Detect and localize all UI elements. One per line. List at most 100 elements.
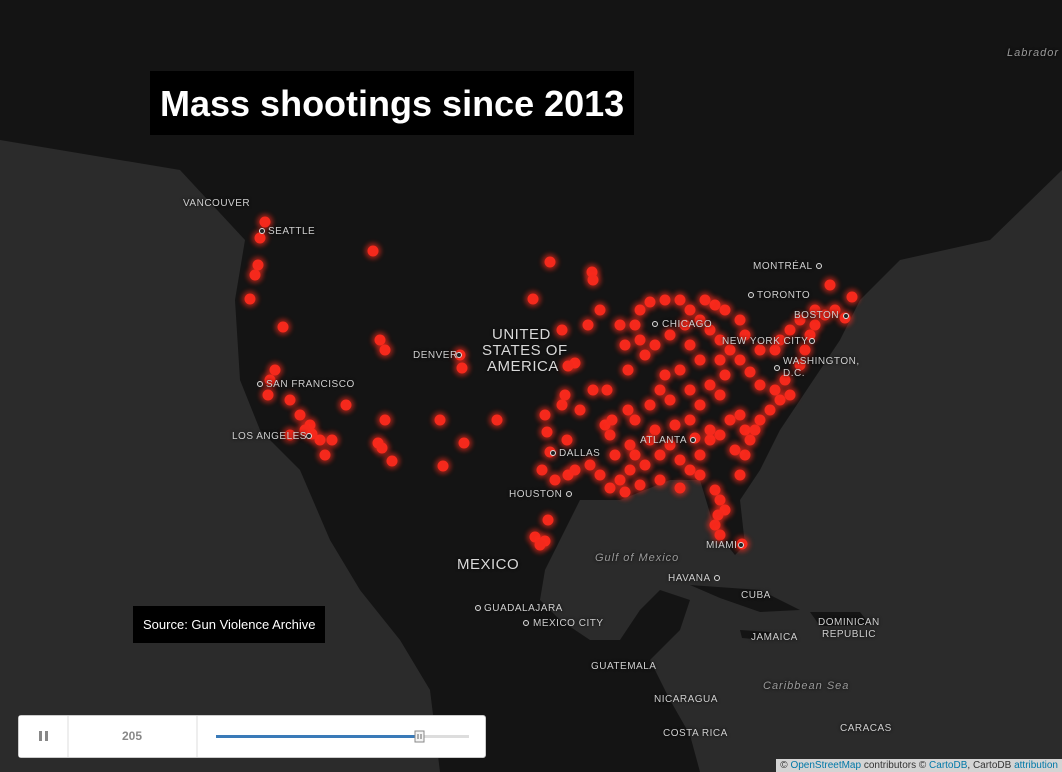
link[interactable]: attribution: [1014, 760, 1058, 771]
map-label: LOS ANGELES: [232, 431, 307, 442]
shooting-marker: [799, 344, 811, 356]
map-label: MEXICO CITY: [533, 618, 604, 629]
shooting-marker: [284, 429, 296, 441]
shooting-marker: [587, 384, 599, 396]
shooting-marker: [367, 245, 379, 257]
map-label: CHICAGO: [662, 319, 713, 330]
city-dot: [809, 338, 815, 344]
shooting-marker: [491, 414, 503, 426]
shooting-marker: [604, 482, 616, 494]
map-label: AMERICA: [487, 358, 559, 375]
shooting-marker: [729, 444, 741, 456]
shooting-marker: [659, 369, 671, 381]
map-label: DOMINICAN: [818, 617, 880, 628]
shooting-marker: [437, 460, 449, 472]
shooting-marker: [561, 434, 573, 446]
shooting-marker: [379, 344, 391, 356]
shooting-marker: [456, 362, 468, 374]
shooting-marker: [619, 339, 631, 351]
shooting-marker: [539, 409, 551, 421]
shooting-marker: [784, 324, 796, 336]
shooting-marker: [634, 304, 646, 316]
shooting-marker: [622, 364, 634, 376]
shooting-marker: [694, 354, 706, 366]
shooting-marker: [654, 384, 666, 396]
slider-handle[interactable]: [414, 730, 425, 743]
shooting-marker: [829, 304, 841, 316]
shooting-marker: [809, 304, 821, 316]
shooting-marker: [694, 399, 706, 411]
shooting-marker: [694, 449, 706, 461]
link[interactable]: CartoDB: [929, 760, 968, 771]
shooting-marker: [684, 339, 696, 351]
source: Source: Gun Violence Archive: [133, 606, 326, 643]
shooting-marker: [674, 454, 686, 466]
shooting-marker: [704, 324, 716, 336]
shooting-marker: [664, 329, 676, 341]
shooting-marker: [434, 414, 446, 426]
text: , CartoDB: [967, 760, 1012, 771]
pause-button[interactable]: [19, 716, 68, 757]
city-dot: [816, 263, 822, 269]
shooting-marker: [634, 479, 646, 491]
city-dot: [259, 228, 265, 234]
shooting-marker: [784, 389, 796, 401]
shooting-marker: [714, 354, 726, 366]
map-label: GUADALAJARA: [484, 603, 563, 614]
map-label: SEATTLE: [268, 226, 316, 237]
shooting-marker: [724, 344, 736, 356]
shooting-marker: [254, 232, 266, 244]
map-label: D.C.: [783, 368, 805, 379]
map-label: DENVER: [413, 350, 458, 361]
shooting-marker: [809, 319, 821, 331]
map-label: VANCOUVER: [183, 198, 251, 209]
player: 205: [18, 715, 486, 758]
shooting-marker: [277, 321, 289, 333]
shooting-marker: [549, 474, 561, 486]
shooting-marker: [714, 529, 726, 541]
map-label: STATES OF: [482, 342, 568, 359]
map-label: CARACAS: [840, 723, 892, 734]
shooting-marker: [584, 459, 596, 471]
map-label: HAVANA: [668, 573, 711, 584]
map-label: UNITED: [492, 326, 551, 343]
shooting-marker: [734, 469, 746, 481]
map-label: MONTRÉAL: [753, 261, 813, 272]
city-dot: [523, 620, 529, 626]
shooting-marker: [769, 384, 781, 396]
shooting-marker: [614, 319, 626, 331]
shooting-marker: [664, 439, 676, 451]
map-label: MEXICO: [457, 556, 520, 573]
city-dot: [738, 542, 744, 548]
shooting-marker: [694, 314, 706, 326]
shooting-marker: [379, 414, 391, 426]
shooting-marker: [794, 314, 806, 326]
city-dot: [748, 292, 754, 298]
shooting-marker: [764, 404, 776, 416]
city-dot: [456, 352, 462, 358]
shooting-marker: [769, 344, 781, 356]
shooting-marker: [269, 364, 281, 376]
attribution: © OpenStreetMap contributors © CartoDB, …: [776, 759, 1062, 772]
shooting-marker: [262, 389, 274, 401]
map-label: ATLANTA: [640, 435, 688, 446]
map-label: Caribbean Sea: [763, 680, 850, 692]
player-controls: 205: [19, 716, 469, 757]
shooting-marker: [694, 469, 706, 481]
shooting-marker: [284, 394, 296, 406]
shooting-marker: [846, 291, 858, 303]
shooting-marker: [734, 314, 746, 326]
map-label: NEW YORK CITY: [722, 336, 809, 347]
link[interactable]: OpenStreetMap: [790, 760, 862, 771]
shooting-marker: [622, 404, 634, 416]
shooting-marker: [824, 279, 836, 291]
shooting-marker: [562, 360, 574, 372]
shooting-marker: [629, 319, 641, 331]
shooting-marker: [629, 414, 641, 426]
shooting-marker: [719, 369, 731, 381]
shooting-marker: [614, 474, 626, 486]
shooting-marker: [714, 334, 726, 346]
shooting-marker: [779, 374, 791, 386]
